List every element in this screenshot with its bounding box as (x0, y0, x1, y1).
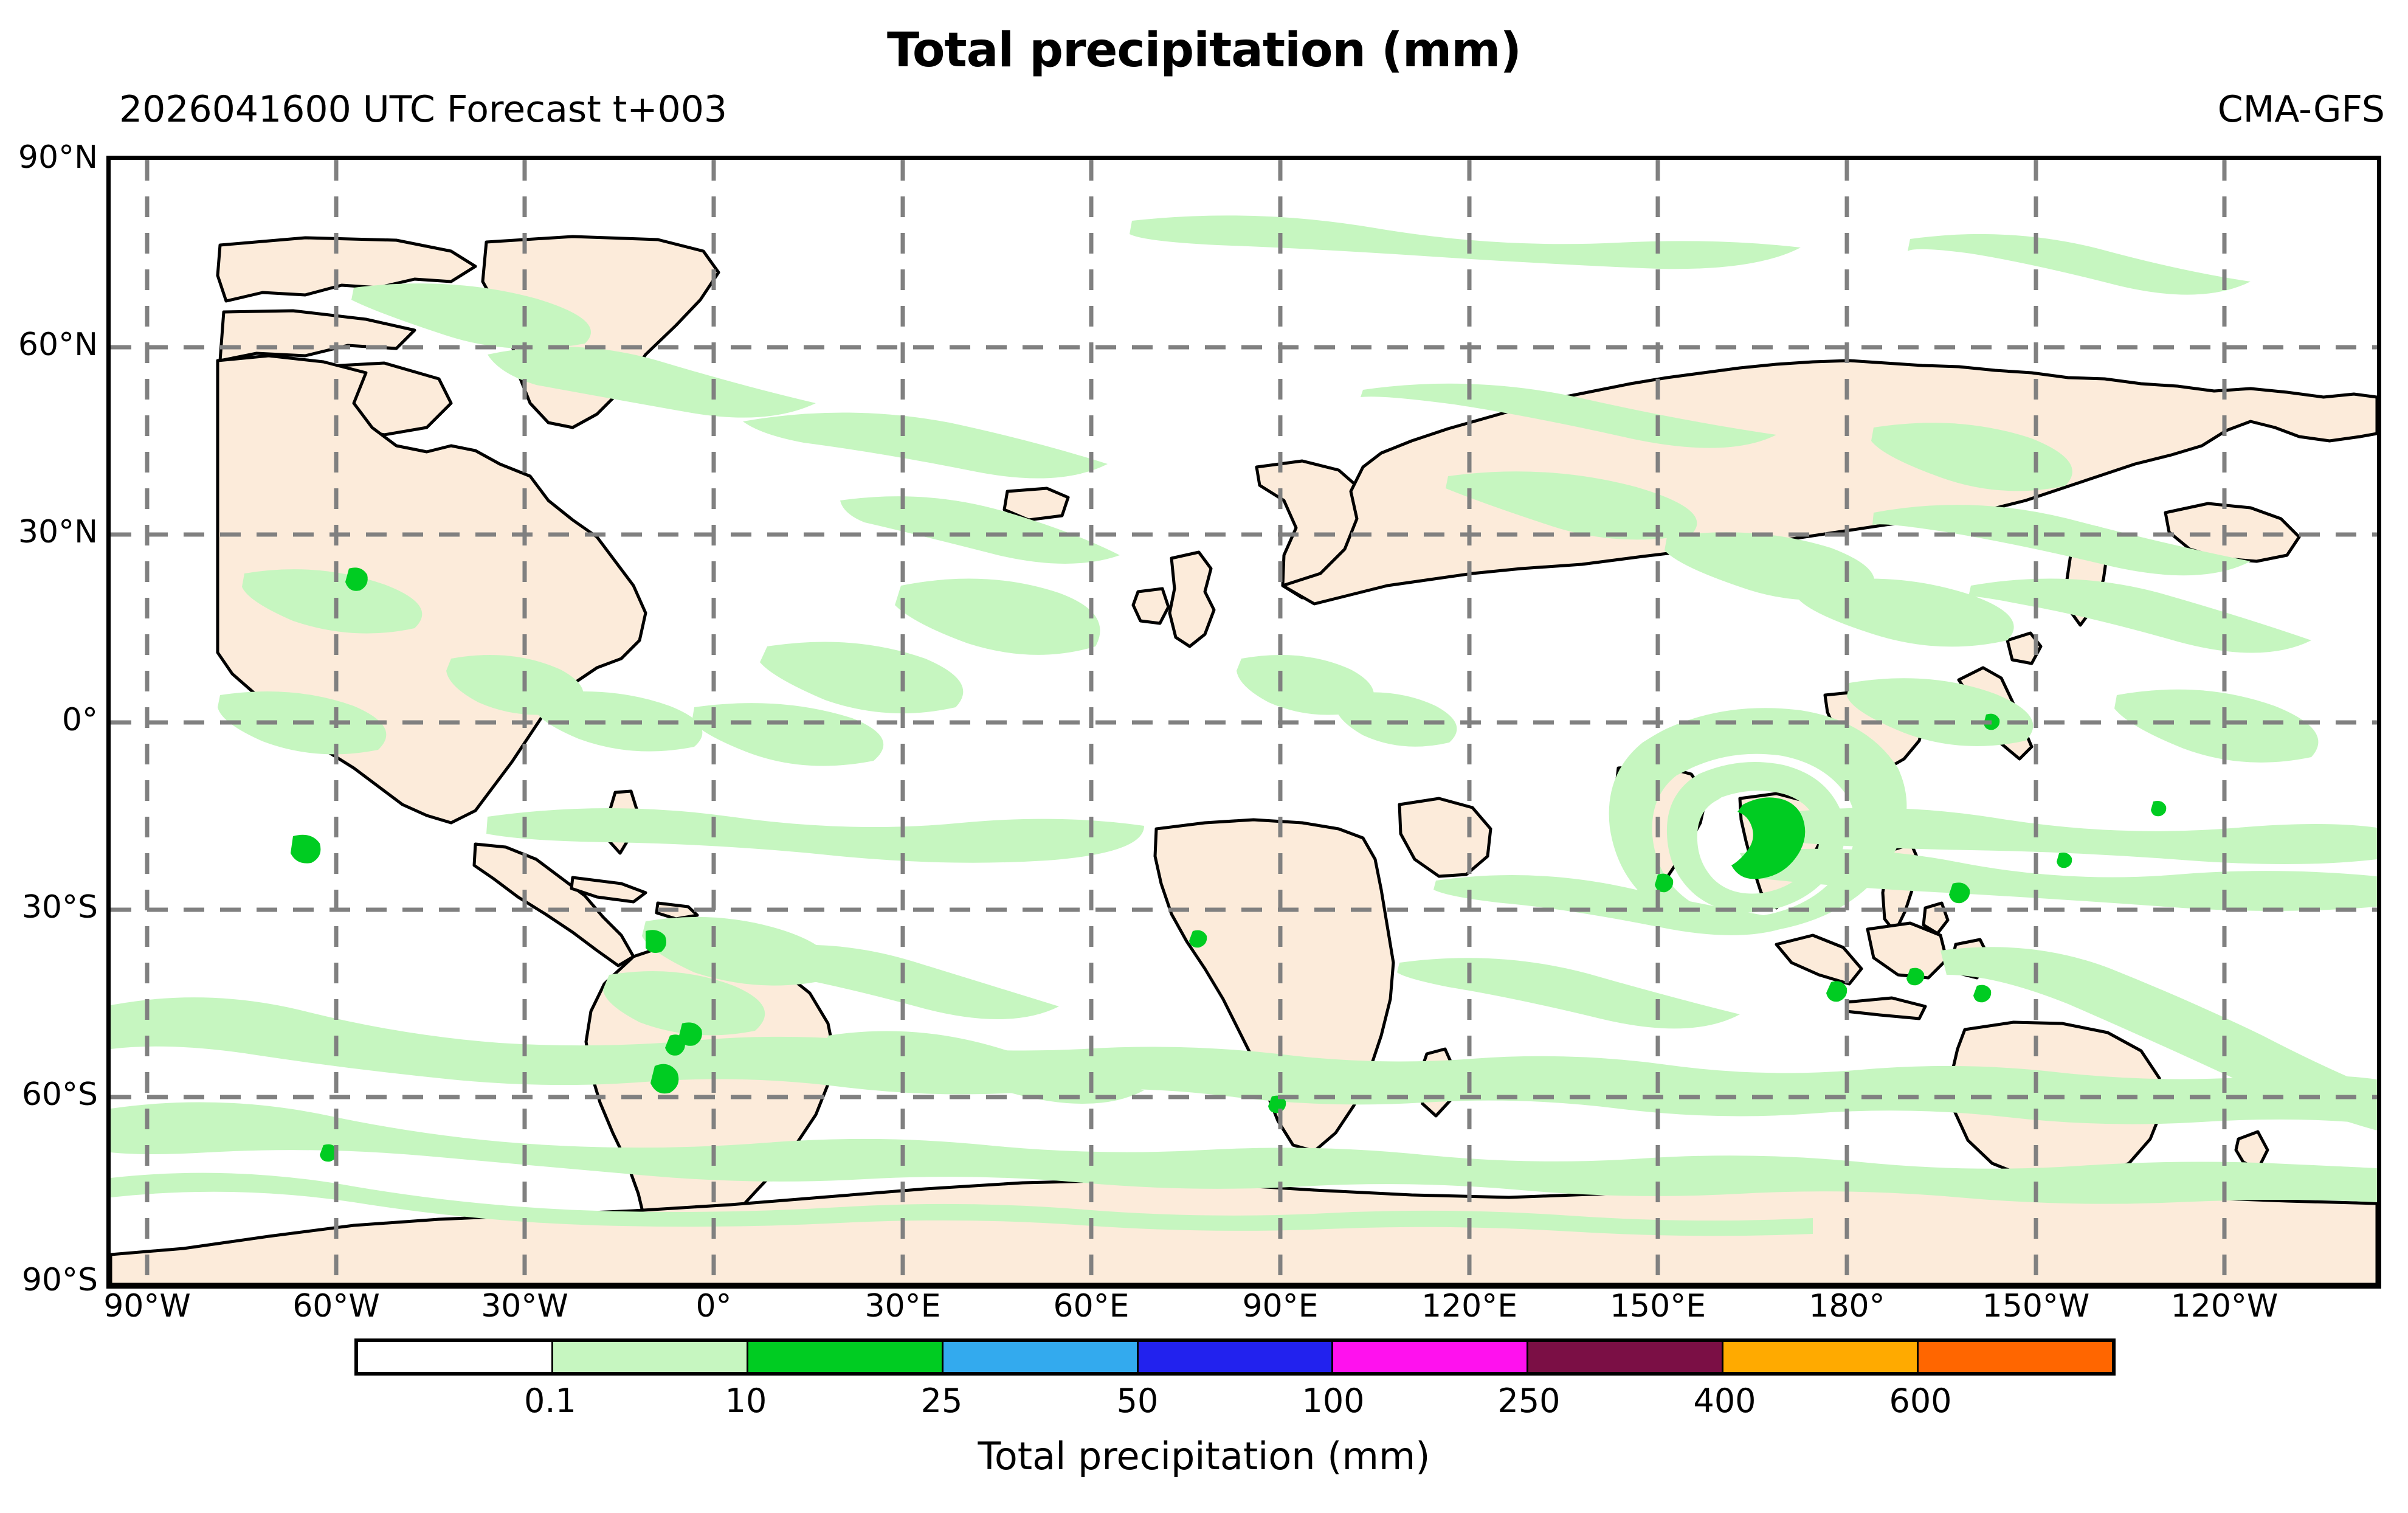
y-tick-90N: 90°N (18, 139, 98, 176)
precipitation-band-light (111, 215, 2377, 1236)
colorbar-segment-5[interactable] (1333, 1342, 1529, 1372)
land-cuba (570, 876, 647, 904)
precipitation-map[interactable]: 中 国 气 象 局 CHINA METEOROLOGICAL ADMINISTR… (106, 156, 2381, 1289)
colorbar-segment-8[interactable] (1919, 1342, 2113, 1372)
colorbar-segment-6[interactable] (1528, 1342, 1724, 1372)
colorbar-tick-5: 250 (1497, 1382, 1561, 1420)
colorbar-tick-2: 25 (920, 1382, 963, 1420)
colorbar-tick-1: 10 (725, 1382, 767, 1420)
colorbar-segment-7[interactable] (1723, 1342, 1919, 1372)
x-tick-30E: 30°E (864, 1288, 941, 1324)
y-tick-60S: 60°S (21, 1076, 98, 1113)
y-tick-30N: 30°N (18, 514, 98, 550)
land-canadian-arctic (216, 236, 477, 303)
colorbar-segment-3[interactable] (943, 1342, 1139, 1372)
colorbar-segment-0[interactable] (358, 1342, 553, 1372)
colorbar-tick-7: 600 (1889, 1382, 1952, 1420)
x-tick-30W: 30°W (481, 1288, 568, 1324)
map-gridlines (111, 160, 2377, 1284)
land-sumatra (1775, 933, 1863, 986)
colorbar-segment-4[interactable] (1138, 1342, 1334, 1372)
colorbar-tick-4: 100 (1302, 1382, 1365, 1420)
colorbar-segment-2[interactable] (748, 1342, 944, 1372)
land-ireland (1131, 587, 1170, 625)
x-tick-0: 0° (695, 1288, 732, 1324)
x-tick-60E: 60°E (1053, 1288, 1130, 1324)
land-iceland (1002, 486, 1070, 522)
x-tick-60W: 60°W (292, 1288, 380, 1324)
colorbar[interactable] (354, 1338, 2116, 1376)
colorbar-tick-3: 50 (1116, 1382, 1159, 1420)
x-tick-120W: 120°W (2170, 1288, 2279, 1324)
colorbar-label: Total precipitation (mm) (978, 1434, 1430, 1478)
x-tick-120E: 120°E (1421, 1288, 1518, 1324)
y-tick-60N: 60°N (18, 327, 98, 363)
map-canvas (111, 160, 2377, 1284)
x-tick-180: 180° (1809, 1288, 1885, 1324)
precipitation-band-medium (291, 567, 2167, 1162)
land-central-america (472, 842, 635, 968)
x-tick-90W: 90°W (103, 1288, 191, 1324)
colorbar-tick-6: 400 (1693, 1382, 1756, 1420)
x-tick-150W: 150°W (1982, 1288, 2090, 1324)
page-title: Total precipitation (mm) (886, 23, 1522, 78)
x-tick-150E: 150°E (1609, 1288, 1706, 1324)
y-tick-0: 0° (61, 702, 98, 738)
y-tick-90S: 90°S (21, 1262, 98, 1298)
colorbar-tick-0: 0.1 (524, 1382, 576, 1420)
land-great-britain (1168, 550, 1216, 648)
colorbar-segment-1[interactable] (553, 1342, 748, 1372)
forecast-timestamp: 2026041600 UTC Forecast t+003 (119, 88, 728, 131)
land-borneo (1866, 921, 1948, 980)
y-tick-30S: 30°S (21, 889, 98, 926)
model-label: CMA-GFS (2217, 88, 2385, 131)
x-tick-90E: 90°E (1242, 1288, 1319, 1324)
